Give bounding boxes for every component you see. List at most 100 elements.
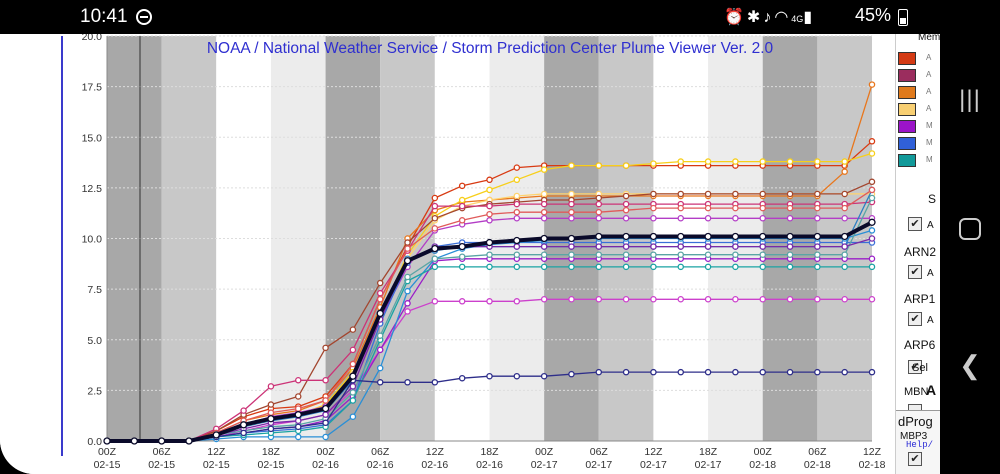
member-series-17-point[interactable] <box>404 245 411 252</box>
member-series-13-point[interactable] <box>841 251 848 258</box>
member-series-5-point[interactable] <box>841 190 848 198</box>
mean-series-point[interactable] <box>294 411 302 419</box>
member-series-8-point[interactable] <box>786 295 794 303</box>
member-series-12-point[interactable] <box>595 263 603 271</box>
member-series-12-point[interactable] <box>458 263 466 271</box>
mean-series-point[interactable] <box>349 372 357 380</box>
member-series-8-point[interactable] <box>650 295 657 303</box>
member-series-17-point[interactable] <box>294 405 302 412</box>
member-series-6-point[interactable] <box>595 200 603 208</box>
member-series-8-point[interactable] <box>759 295 766 303</box>
member-series-8-point[interactable] <box>404 308 411 315</box>
member-series-15-point[interactable] <box>868 235 876 242</box>
member-legend-swatch[interactable] <box>898 137 916 150</box>
member-series-5-point[interactable] <box>404 239 411 246</box>
member-series-3-point[interactable] <box>486 186 493 194</box>
member-series-5-point[interactable] <box>704 190 712 198</box>
member-series-11-point[interactable] <box>322 433 329 441</box>
member-series-3-point[interactable] <box>704 158 712 165</box>
member-series-6-point[interactable] <box>458 202 466 210</box>
member-series-13-point[interactable] <box>404 273 411 281</box>
member-series-7-point[interactable] <box>486 217 493 224</box>
mean-series-point[interactable] <box>868 218 876 226</box>
member-series-17-point[interactable] <box>431 225 439 232</box>
member-series-16-point[interactable] <box>458 374 466 382</box>
member-series-15-point[interactable] <box>732 243 739 250</box>
member-series-6-point[interactable] <box>540 200 548 208</box>
member-series-17-point[interactable] <box>486 210 493 218</box>
member-series-13-point[interactable] <box>677 251 685 258</box>
member-series-3-point[interactable] <box>732 158 739 165</box>
back-arrow-icon[interactable]: ❮ <box>959 350 981 380</box>
member-series-3-point[interactable] <box>868 150 876 157</box>
member-series-3-point[interactable] <box>841 158 848 165</box>
mean-series-point[interactable] <box>540 234 548 243</box>
member-series-13-point[interactable] <box>595 251 603 258</box>
member-series-16-point[interactable] <box>431 379 439 386</box>
mean-series-point[interactable] <box>649 232 658 241</box>
member-series-15-point[interactable] <box>814 243 821 250</box>
member-series-8-point[interactable] <box>595 295 603 303</box>
mbp3-checkbox[interactable]: ✔ <box>908 452 922 466</box>
member-series-17-point[interactable] <box>540 208 548 216</box>
mean-series-point[interactable] <box>157 437 166 445</box>
member-series-15-point[interactable] <box>677 243 685 250</box>
member-series-8-point[interactable] <box>568 295 575 303</box>
member-series-13-point[interactable] <box>540 251 548 258</box>
member-series-13-point[interactable] <box>868 194 876 202</box>
member-series-12-point[interactable] <box>704 263 712 271</box>
member-series-12-point[interactable] <box>650 263 657 271</box>
member-series-15-point[interactable] <box>513 243 521 250</box>
member-series-8-point[interactable] <box>486 298 493 305</box>
member-series-13-point[interactable] <box>650 251 657 258</box>
member-series-16-point[interactable] <box>622 368 630 376</box>
member-series-4-point[interactable] <box>568 190 575 198</box>
member-series-7-point[interactable] <box>540 214 548 222</box>
mean-series-point[interactable] <box>513 236 521 245</box>
member-series-1-point[interactable] <box>486 176 493 184</box>
member-series-6-point[interactable] <box>622 200 630 208</box>
member-legend-swatch[interactable] <box>898 52 916 65</box>
member-series-4-point[interactable] <box>513 192 521 200</box>
member-series-13-point[interactable] <box>458 253 466 260</box>
member-series-8-point[interactable] <box>540 295 548 303</box>
member-series-13-point[interactable] <box>622 251 630 258</box>
member-series-2-point[interactable] <box>841 168 848 175</box>
member-series-5-point[interactable] <box>677 190 685 198</box>
member-series-1-point[interactable] <box>431 194 439 202</box>
member-checkbox-2[interactable]: ✔ <box>908 265 922 279</box>
member-series-7-point[interactable] <box>513 214 521 222</box>
member-series-12-point[interactable] <box>568 263 575 271</box>
member-legend-swatch[interactable] <box>898 103 916 116</box>
member-series-15-point[interactable] <box>595 243 603 250</box>
member-series-17-point[interactable] <box>677 204 685 212</box>
mean-series-point[interactable] <box>267 415 275 423</box>
member-series-13-point[interactable] <box>732 251 739 258</box>
member-series-16-point[interactable] <box>240 429 247 437</box>
member-series-16-point[interactable] <box>650 368 657 376</box>
member-series-3-point[interactable] <box>513 176 521 184</box>
member-series-17-point[interactable] <box>568 208 575 216</box>
member-series-3-point[interactable] <box>677 158 685 165</box>
member-series-16-point[interactable] <box>814 368 821 376</box>
member-series-16-point[interactable] <box>404 379 411 386</box>
member-series-15-point[interactable] <box>622 243 630 250</box>
member-series-16-point[interactable] <box>376 379 384 386</box>
member-series-11-point[interactable] <box>404 287 411 295</box>
select-checkbox[interactable]: ✔ <box>908 360 922 374</box>
member-series-12-point[interactable] <box>732 263 739 271</box>
member-series-17-point[interactable] <box>841 204 848 212</box>
plume-chart[interactable]: 0.02.55.07.510.012.515.017.520.0 00Z02-1… <box>0 0 895 474</box>
member-series-5-point[interactable] <box>622 192 630 200</box>
member-series-15-point[interactable] <box>704 243 712 250</box>
member-series-13-point[interactable] <box>431 255 439 262</box>
mean-series-point[interactable] <box>677 232 685 241</box>
member-series-17-point[interactable] <box>458 217 466 224</box>
member-series-5-point[interactable] <box>868 178 876 186</box>
member-series-6-point[interactable] <box>240 407 247 414</box>
member-series-3-point[interactable] <box>622 162 630 169</box>
mean-series-point[interactable] <box>403 257 412 265</box>
member-legend-swatch[interactable] <box>898 154 916 167</box>
member-series-17-point[interactable] <box>868 186 876 194</box>
member-series-6-point[interactable] <box>322 376 329 384</box>
